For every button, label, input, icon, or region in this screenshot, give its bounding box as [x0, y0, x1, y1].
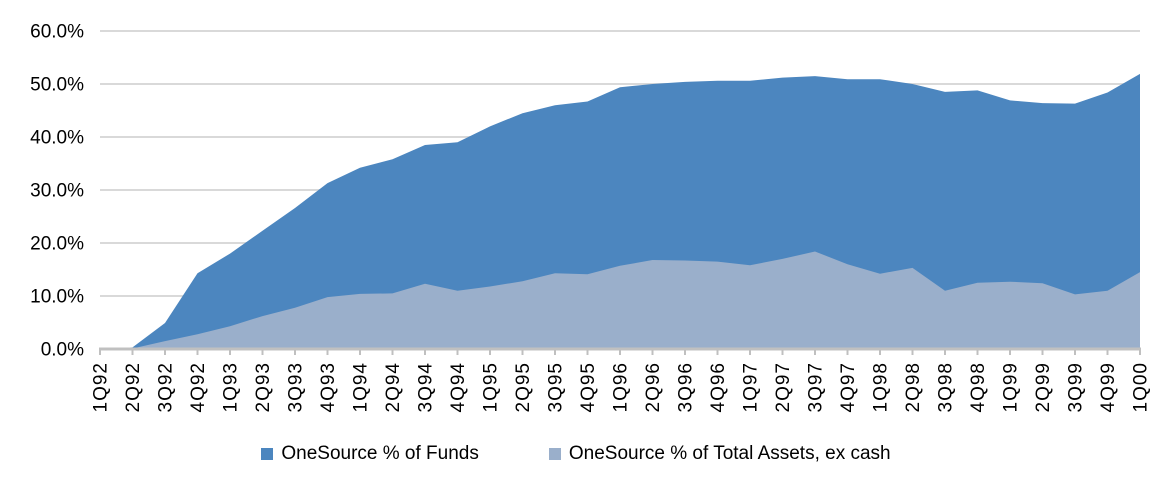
- x-axis-label: 2Q92: [123, 362, 144, 412]
- y-axis-label: 10.0%: [30, 287, 84, 308]
- y-axis-label: 60.0%: [30, 22, 84, 43]
- x-axis-label: 1Q94: [351, 362, 372, 412]
- y-axis-label: 20.0%: [30, 234, 84, 255]
- legend-label-total-assets: OneSource % of Total Assets, ex cash: [568, 443, 891, 464]
- y-axis-label: 40.0%: [30, 128, 84, 149]
- legend-swatch-total-assets: [548, 448, 561, 460]
- x-axis-label: 2Q97: [773, 362, 794, 412]
- x-axis-label: 3Q93: [286, 362, 307, 412]
- x-axis-label: 4Q92: [188, 362, 209, 412]
- x-axis-label: 3Q98: [936, 362, 957, 412]
- x-axis-label: 1Q92: [91, 362, 112, 412]
- x-axis-label: 4Q94: [448, 362, 469, 412]
- chart-legend: OneSource % of Funds OneSource % of Tota…: [0, 443, 1152, 465]
- x-axis-label: 1Q97: [741, 362, 762, 412]
- legend-swatch-funds: [261, 448, 274, 460]
- x-axis-label: 4Q96: [708, 362, 729, 412]
- x-axis-label: 1Q96: [611, 362, 632, 412]
- x-axis-label: 2Q94: [383, 362, 404, 412]
- x-axis-label: 3Q92: [156, 362, 177, 412]
- x-axis-label: 1Q99: [1001, 362, 1022, 412]
- x-axis-label: 1Q00: [1131, 362, 1152, 412]
- legend-item-total-assets: OneSource % of Total Assets, ex cash: [548, 443, 891, 465]
- x-axis-label: 2Q96: [643, 362, 664, 412]
- legend-label-funds: OneSource % of Funds: [281, 443, 479, 464]
- x-axis-label: 1Q95: [481, 362, 502, 412]
- x-axis-label: 3Q97: [806, 362, 827, 412]
- x-axis-label: 2Q99: [1033, 362, 1054, 412]
- x-axis-label: 4Q93: [318, 362, 339, 412]
- y-axis-label: 0.0%: [41, 340, 84, 361]
- x-axis-label: 2Q98: [903, 362, 924, 412]
- y-axis-label: 30.0%: [30, 181, 84, 202]
- x-axis-label: 1Q93: [221, 362, 242, 412]
- x-axis-label: 3Q96: [676, 362, 697, 412]
- x-axis-label: 4Q98: [968, 362, 989, 412]
- x-axis-label: 3Q99: [1066, 362, 1087, 412]
- x-axis-label: 1Q98: [871, 362, 892, 412]
- legend-item-funds: OneSource % of Funds: [261, 443, 479, 465]
- x-axis-label: 2Q93: [253, 362, 274, 412]
- x-axis-label: 2Q95: [513, 362, 534, 412]
- x-axis-label: 4Q97: [838, 362, 859, 412]
- x-axis-label: 4Q95: [578, 362, 599, 412]
- x-axis-label: 4Q99: [1098, 362, 1119, 412]
- x-axis-label: 3Q94: [416, 362, 437, 412]
- x-axis-label: 3Q95: [546, 362, 567, 412]
- y-axis-label: 50.0%: [30, 75, 84, 96]
- area-chart: 0.0% 10.0% 20.0% 30.0% 40.0% 50.0% 60.0% 1Q92 2Q…: [30, 22, 1152, 413]
- area-series-1: [100, 251, 1140, 349]
